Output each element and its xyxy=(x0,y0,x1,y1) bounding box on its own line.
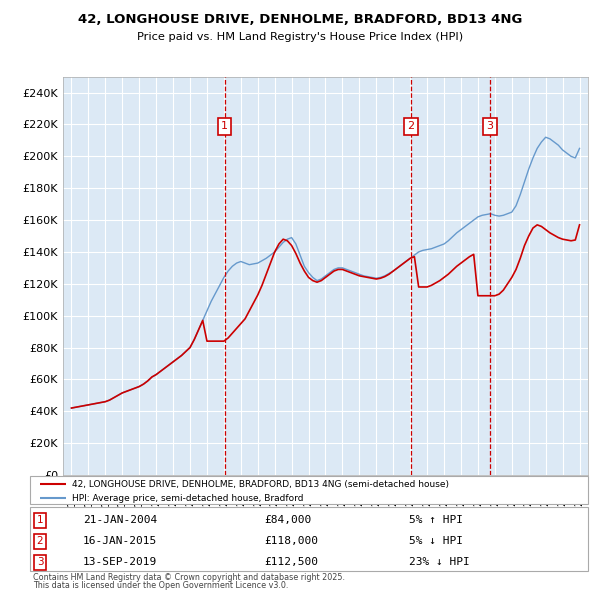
Text: 2: 2 xyxy=(407,122,415,132)
Text: 5% ↓ HPI: 5% ↓ HPI xyxy=(409,536,463,546)
Text: 16-JAN-2015: 16-JAN-2015 xyxy=(83,536,157,546)
FancyBboxPatch shape xyxy=(30,507,588,571)
Text: £118,000: £118,000 xyxy=(265,536,319,546)
Text: This data is licensed under the Open Government Licence v3.0.: This data is licensed under the Open Gov… xyxy=(33,581,289,590)
Text: HPI: Average price, semi-detached house, Bradford: HPI: Average price, semi-detached house,… xyxy=(72,494,304,503)
Text: Contains HM Land Registry data © Crown copyright and database right 2025.: Contains HM Land Registry data © Crown c… xyxy=(33,573,345,582)
Text: 1: 1 xyxy=(37,515,43,525)
Text: 2: 2 xyxy=(37,536,43,546)
Text: 3: 3 xyxy=(487,122,493,132)
Text: 5% ↑ HPI: 5% ↑ HPI xyxy=(409,515,463,525)
Text: £84,000: £84,000 xyxy=(265,515,311,525)
Text: Price paid vs. HM Land Registry's House Price Index (HPI): Price paid vs. HM Land Registry's House … xyxy=(137,32,463,42)
Text: 42, LONGHOUSE DRIVE, DENHOLME, BRADFORD, BD13 4NG (semi-detached house): 42, LONGHOUSE DRIVE, DENHOLME, BRADFORD,… xyxy=(72,480,449,489)
Text: £112,500: £112,500 xyxy=(265,557,319,567)
Text: 42, LONGHOUSE DRIVE, DENHOLME, BRADFORD, BD13 4NG: 42, LONGHOUSE DRIVE, DENHOLME, BRADFORD,… xyxy=(78,13,522,26)
Text: 23% ↓ HPI: 23% ↓ HPI xyxy=(409,557,470,567)
FancyBboxPatch shape xyxy=(30,476,588,504)
Text: 1: 1 xyxy=(221,122,228,132)
Text: 3: 3 xyxy=(37,557,43,567)
Text: 13-SEP-2019: 13-SEP-2019 xyxy=(83,557,157,567)
Text: 21-JAN-2004: 21-JAN-2004 xyxy=(83,515,157,525)
